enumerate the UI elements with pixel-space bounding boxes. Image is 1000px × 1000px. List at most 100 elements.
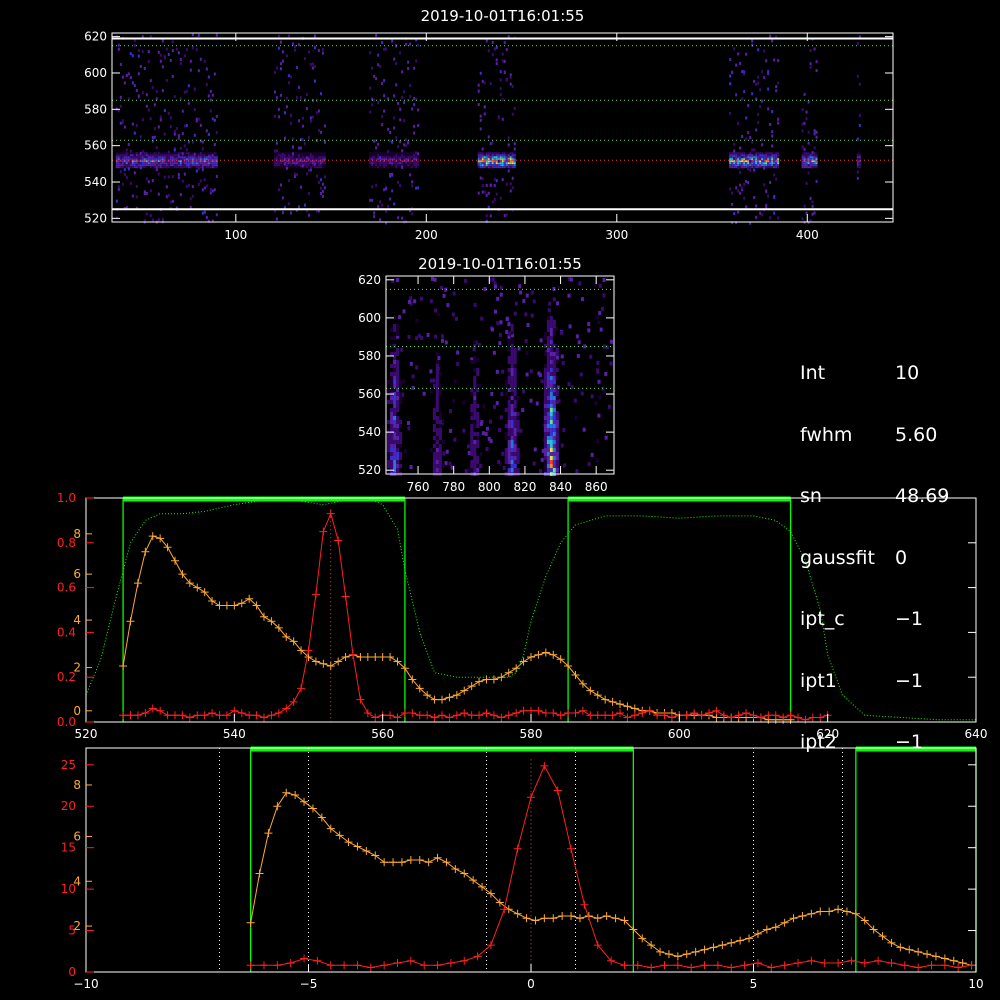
heatmap-pixel: [737, 162, 740, 165]
heatmap-pixel: [393, 154, 396, 157]
heatmap-pixel: [157, 154, 160, 157]
heatmap-pixel: [543, 460, 547, 464]
heatmap-pixel: [811, 212, 814, 216]
heatmap-pixel: [495, 401, 499, 406]
heatmap-pixel: [287, 152, 290, 155]
heatmap-pixel: [213, 142, 216, 146]
heatmap-pixel: [393, 448, 397, 452]
profile-plot-marker-red: [808, 713, 817, 722]
heatmap-pixel: [811, 166, 814, 169]
heatmap-pixel: [390, 328, 394, 332]
heatmap-pixel: [513, 311, 517, 316]
heatmap-pixel: [595, 315, 599, 320]
heatmap-pixel: [393, 57, 396, 61]
heatmap-pixel: [604, 435, 608, 440]
profile-plot-y-tick-label-red: 0.6: [57, 581, 76, 595]
heatmap-pixel: [401, 156, 404, 159]
profile-plot-marker-red: [141, 709, 150, 718]
heatmap-pixel: [145, 152, 148, 155]
velocity-plot-marker-red: [433, 961, 442, 970]
heatmap-pixel: [543, 444, 547, 448]
heatmap-pixel: [399, 440, 403, 444]
heatmap-pixel: [496, 321, 500, 326]
heatmap-pixel: [765, 164, 768, 167]
heatmap-pixel: [546, 408, 550, 412]
heatmap-pixel: [743, 156, 746, 159]
heatmap-pixel: [473, 416, 477, 420]
heatmap-pixel: [603, 390, 607, 395]
heatmap-pixel: [369, 166, 372, 169]
heatmap-pixel: [275, 141, 278, 145]
heatmap-pixel: [487, 436, 491, 441]
heatmap-pixel: [133, 160, 136, 163]
heatmap-pixel: [401, 164, 404, 167]
heatmap-pixel: [731, 158, 734, 161]
heatmap-pixel: [155, 146, 158, 150]
heatmap-pixel: [317, 181, 320, 185]
profile-plot-marker-orange: [245, 594, 254, 603]
heatmap-pixel: [139, 164, 142, 167]
heatmap-pixel: [393, 356, 397, 360]
heatmap-pixel: [555, 420, 559, 424]
heatmap-pixel: [546, 452, 550, 456]
heatmap-pixel: [505, 48, 508, 52]
heatmap-pixel: [402, 379, 406, 384]
heatmap-pixel: [177, 154, 180, 157]
heatmap-pixel: [393, 368, 397, 372]
heatmap-pixel: [546, 384, 550, 388]
heatmap-pixel: [395, 152, 398, 155]
heatmap-pixel: [513, 400, 517, 404]
heatmap-pixel: [470, 440, 474, 444]
heatmap-pixel: [396, 400, 400, 404]
heatmap-pixel: [435, 404, 439, 408]
heatmap-pixel: [285, 162, 288, 165]
heatmap-pixel: [179, 158, 182, 161]
heatmap-pixel: [473, 380, 477, 384]
heatmap-pixel: [483, 162, 486, 165]
heatmap-pixel: [733, 164, 736, 167]
heatmap-pixel: [476, 444, 480, 448]
heatmap-pixel: [751, 148, 754, 152]
heatmap-pixel: [317, 152, 320, 155]
heatmap-pixel: [442, 293, 446, 298]
profile-plot-marker-orange: [512, 664, 521, 673]
heatmap-pixel: [805, 158, 808, 161]
heatmap-pixel: [803, 92, 806, 96]
heatmap-pixel: [401, 70, 404, 74]
heatmap-pixel: [167, 175, 170, 179]
heatmap-pixel: [733, 162, 736, 165]
heatmap-pixel: [807, 141, 810, 145]
heatmap-pixel: [149, 35, 152, 39]
heatmap-pixel: [285, 96, 288, 100]
profile-plot-marker-red: [534, 706, 543, 715]
heatmap-pixel: [481, 154, 484, 157]
heatmap-pixel: [127, 156, 130, 159]
profile-plot-marker-orange: [504, 668, 513, 677]
profile-plot-marker-orange: [415, 684, 424, 693]
heatmap-pixel: [387, 460, 391, 464]
heatmap-pixel: [769, 122, 772, 126]
heatmap-pixel: [319, 162, 322, 165]
heatmap-pixel: [209, 162, 212, 165]
heatmap-pixel: [413, 164, 416, 167]
heatmap-pixel: [753, 154, 756, 157]
heatmap-pixel: [303, 164, 306, 167]
heatmap-pixel: [513, 376, 517, 380]
heatmap-pixel: [813, 47, 816, 51]
heatmap-pixel: [163, 54, 166, 58]
heatmap-pixel: [501, 59, 504, 63]
heatmap-pixel: [489, 142, 492, 146]
heatmap-pixel: [438, 416, 442, 420]
heatmap-pixel: [524, 312, 528, 317]
heatmap-pixel: [289, 154, 292, 157]
heatmap-pixel: [543, 420, 547, 424]
heatmap-pixel: [507, 372, 511, 376]
velocity-plot-marker-orange: [531, 916, 540, 925]
heatmap-pixel: [567, 382, 571, 387]
heatmap-pixel: [415, 158, 418, 161]
velocity-plot-marker-orange: [727, 938, 736, 947]
heatmap-pixel: [387, 464, 391, 468]
heatmap-pixel: [409, 156, 412, 159]
heatmap-pixel: [598, 395, 602, 400]
heatmap-pixel: [135, 89, 138, 93]
